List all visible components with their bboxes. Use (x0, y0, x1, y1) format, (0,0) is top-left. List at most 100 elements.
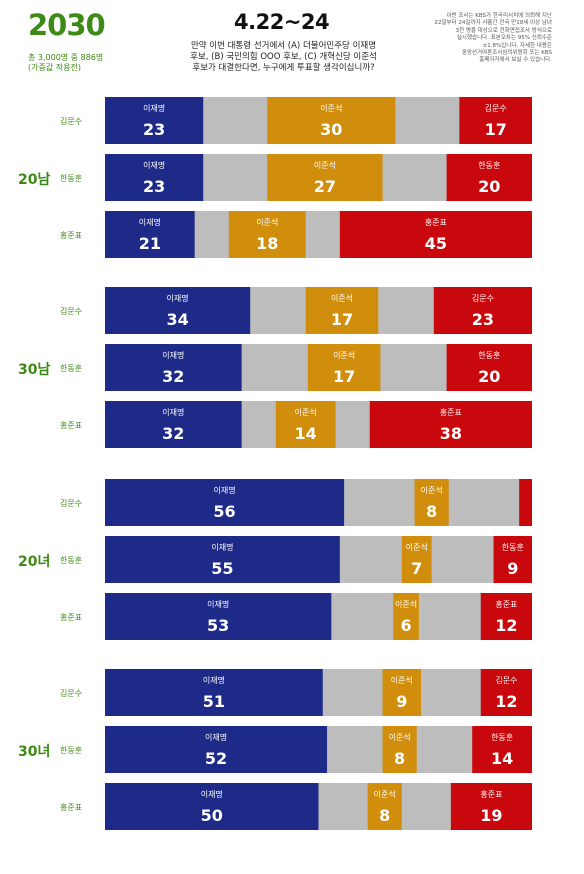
bar-segment (228, 211, 306, 258)
question-line: 후보가 대결한다면, 누구에게 투표할 생각이십니까? (192, 63, 375, 73)
bar-svg: 이재명 23 이준석 30 김문수 17 (105, 97, 532, 144)
bar-svg: 이재명 52 이준석 8 한동훈 14 (105, 726, 532, 773)
bar-row: 이재명 53 이준석 6 홍준표 12 (105, 593, 532, 640)
bar-segment (414, 479, 449, 526)
bar-svg: 이재명 34 이준석 17 김문수 23 (105, 287, 532, 334)
segment-value-label: 6 (400, 616, 411, 635)
sample-size-note: 총 3,000명 중 886명 (28, 53, 104, 62)
bar-svg: 이재명 23 이준석 27 한동훈 20 (105, 154, 532, 201)
segment-candidate-label: 이재명 (143, 103, 165, 113)
segment-candidate-label: 이재명 (162, 350, 184, 360)
bar-segment (480, 593, 532, 640)
method-line: 중앙선거여론조사심의위원회 또는 KBS (461, 50, 552, 57)
segment-candidate-label: 한동훈 (478, 350, 500, 360)
bar-segment (105, 344, 242, 391)
opponent-label: 김문수 (60, 306, 83, 316)
bar-svg: 이재명 50 이준석 8 홍준표 19 (105, 783, 532, 830)
segment-value-label: 14 (295, 424, 317, 443)
segment-value-label: 55 (211, 559, 233, 578)
segment-candidate-label: 홍준표 (495, 599, 517, 609)
bar-segment (267, 97, 396, 144)
bar-segment (401, 536, 432, 583)
segment-value-label: 8 (394, 749, 405, 768)
segment-value-label: 50 (201, 806, 223, 825)
segment-value-label: 27 (314, 177, 336, 196)
bar-segment (446, 154, 532, 201)
segment-candidate-label: 이준석 (391, 675, 413, 685)
bar-segment (459, 97, 532, 144)
segment-candidate-label: 이준석 (314, 160, 336, 170)
opponent-label: 한동훈 (60, 555, 83, 565)
bar-segment (105, 401, 242, 448)
segment-value-label: 8 (426, 502, 437, 521)
bar-segment (446, 344, 532, 391)
segment-value-label: 32 (162, 424, 184, 443)
survey-date: 4.22~24 (234, 10, 330, 34)
survey-question: 만약 이번 대통령 선거에서 (A) 더불어민주당 이재명 후보, (B) 국민… (176, 41, 391, 74)
segment-candidate-label: 이재명 (207, 599, 229, 609)
bar-segment (105, 287, 251, 334)
bar-segment (307, 344, 381, 391)
segment-candidate-label: 홍준표 (440, 407, 462, 417)
segment-candidate-label: 홍준표 (425, 217, 447, 227)
bar-segment (367, 783, 402, 830)
segment-candidate-label: 이재명 (167, 293, 189, 303)
bar-segment (105, 726, 328, 773)
segment-value-label: 32 (162, 367, 184, 386)
segment-candidate-label: 이재명 (203, 675, 225, 685)
segment-candidate-label: 이재명 (139, 217, 161, 227)
bar-segment (472, 726, 532, 773)
bar-segment (382, 669, 421, 716)
segment-candidate-label: 이준석 (395, 599, 417, 609)
segment-value-label: 9 (507, 559, 518, 578)
segment-value-label: 20 (478, 367, 500, 386)
bar-row: 이재명 56 이준석 8 (105, 479, 532, 526)
bar-svg: 이재명 32 이준석 17 한동훈 20 (105, 344, 532, 391)
segment-value-label: 21 (139, 234, 161, 253)
method-line: 홈페이지에서 보실 수 있습니다. (479, 57, 552, 64)
segment-candidate-label: 이준석 (389, 732, 411, 742)
segment-candidate-label: 이준석 (374, 789, 396, 799)
segment-candidate-label: 이재명 (205, 732, 227, 742)
segment-candidate-label: 이재명 (211, 542, 233, 552)
bar-segment (450, 783, 532, 830)
segment-candidate-label: 이준석 (256, 217, 278, 227)
opponent-label: 홍준표 (60, 612, 83, 622)
bar-svg: 이재명 32 이준석 14 홍준표 38 (105, 401, 532, 448)
bar-svg: 이재명 53 이준석 6 홍준표 12 (105, 593, 532, 640)
bar-segment (480, 669, 532, 716)
bar-segment (267, 154, 383, 201)
segment-value-label: 7 (411, 559, 422, 578)
segment-value-label: 30 (320, 120, 342, 139)
segment-value-label: 56 (213, 502, 235, 521)
segment-value-label: 51 (203, 692, 225, 711)
segment-value-label: 14 (491, 749, 513, 768)
bar-segment (519, 479, 532, 526)
group-label: 20녀 (18, 553, 51, 570)
segment-candidate-label: 이재명 (201, 789, 223, 799)
bar-row: 이재명 34 이준석 17 김문수 23 (105, 287, 532, 334)
segment-value-label: 9 (396, 692, 407, 711)
bar-svg: 이재명 56 이준석 8 (105, 479, 532, 526)
bar-svg: 이재명 21 이준석 18 홍준표 45 (105, 211, 532, 258)
bar-segment (105, 669, 323, 716)
bar-segment (493, 536, 532, 583)
bar-row: 이재명 32 이준석 14 홍준표 38 (105, 401, 532, 448)
bar-segment (105, 536, 340, 583)
segment-value-label: 52 (205, 749, 227, 768)
methodology-note: 이번 조사는 KBS가 한국리서치에 의뢰해 지난 22일부터 24일까지 사흘… (392, 13, 552, 65)
opponent-label: 김문수 (60, 688, 83, 698)
segment-value-label: 23 (143, 120, 165, 139)
segment-value-label: 23 (143, 177, 165, 196)
segment-value-label: 23 (472, 310, 494, 329)
segment-candidate-label: 한동훈 (502, 542, 524, 552)
segment-candidate-label: 이재명 (143, 160, 165, 170)
segment-candidate-label: 홍준표 (480, 789, 502, 799)
bar-row: 이재명 32 이준석 17 한동훈 20 (105, 344, 532, 391)
group-label: 30녀 (18, 743, 51, 760)
bar-segment (105, 783, 319, 830)
segment-candidate-label: 김문수 (485, 103, 507, 113)
segment-candidate-label: 한동훈 (478, 160, 500, 170)
bar-row: 이재명 23 이준석 27 한동훈 20 (105, 154, 532, 201)
bar-row: 이재명 51 이준석 9 김문수 12 (105, 669, 532, 716)
